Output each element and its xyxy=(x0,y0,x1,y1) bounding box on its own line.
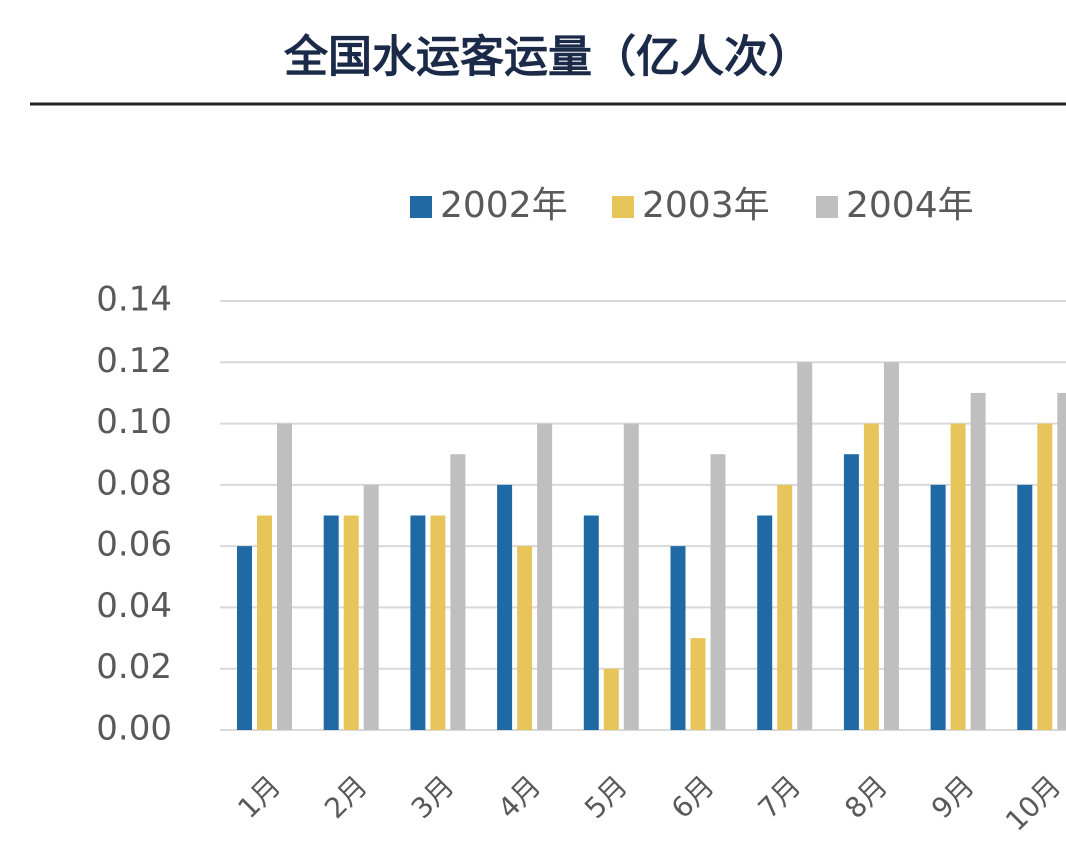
bar xyxy=(603,668,619,730)
x-tick-label: 7月 xyxy=(752,769,808,825)
x-tick-label: 3月 xyxy=(405,769,461,825)
x-tick-label: 10月 xyxy=(999,769,1066,837)
x-tick-label: 5月 xyxy=(578,769,634,825)
bar xyxy=(690,638,706,730)
bar xyxy=(343,515,359,730)
bar xyxy=(670,546,686,730)
bar xyxy=(777,484,793,730)
bar xyxy=(710,454,726,730)
bar xyxy=(583,515,599,730)
bar xyxy=(623,423,639,730)
x-tick-label: 6月 xyxy=(665,769,721,825)
y-tick-label: 0.04 xyxy=(96,586,172,626)
bar xyxy=(930,484,946,730)
bar xyxy=(1037,423,1053,730)
bar xyxy=(863,423,879,730)
y-tick-label: 0.00 xyxy=(96,709,172,749)
bar xyxy=(323,515,339,730)
bar xyxy=(277,423,292,730)
legend-swatch xyxy=(410,196,432,218)
bar xyxy=(537,423,553,730)
bar xyxy=(410,515,426,730)
x-tick-label: 8月 xyxy=(838,769,894,825)
bar xyxy=(1017,484,1033,730)
bar xyxy=(1057,392,1066,730)
bar xyxy=(450,454,466,730)
x-tick-label: 1月 xyxy=(231,769,287,825)
x-tick-label: 4月 xyxy=(491,769,547,825)
bar xyxy=(497,484,513,730)
y-tick-label: 0.06 xyxy=(96,525,172,565)
legend-label: 2003年 xyxy=(642,185,770,226)
legend-swatch xyxy=(612,196,634,218)
legend-label: 2002年 xyxy=(440,185,568,226)
bar xyxy=(517,546,533,730)
chart-title: 全国水运客运量（亿人次） xyxy=(283,32,812,83)
bar xyxy=(757,515,773,730)
y-tick-label: 0.14 xyxy=(96,280,172,320)
bar xyxy=(843,454,859,730)
y-tick-label: 0.10 xyxy=(96,402,172,442)
x-tick-label: 9月 xyxy=(925,769,981,825)
y-tick-label: 0.02 xyxy=(96,647,172,687)
legend-swatch xyxy=(816,196,838,218)
bar xyxy=(950,423,966,730)
bar xyxy=(970,392,986,730)
bar xyxy=(883,362,899,730)
legend-label: 2004年 xyxy=(846,185,974,226)
bar xyxy=(237,546,252,730)
y-tick-label: 0.12 xyxy=(96,341,172,381)
bar xyxy=(363,484,379,730)
y-tick-label: 0.08 xyxy=(96,463,172,503)
bar xyxy=(430,515,446,730)
bar xyxy=(797,362,813,730)
bar xyxy=(257,515,272,730)
x-tick-label: 2月 xyxy=(318,769,374,825)
